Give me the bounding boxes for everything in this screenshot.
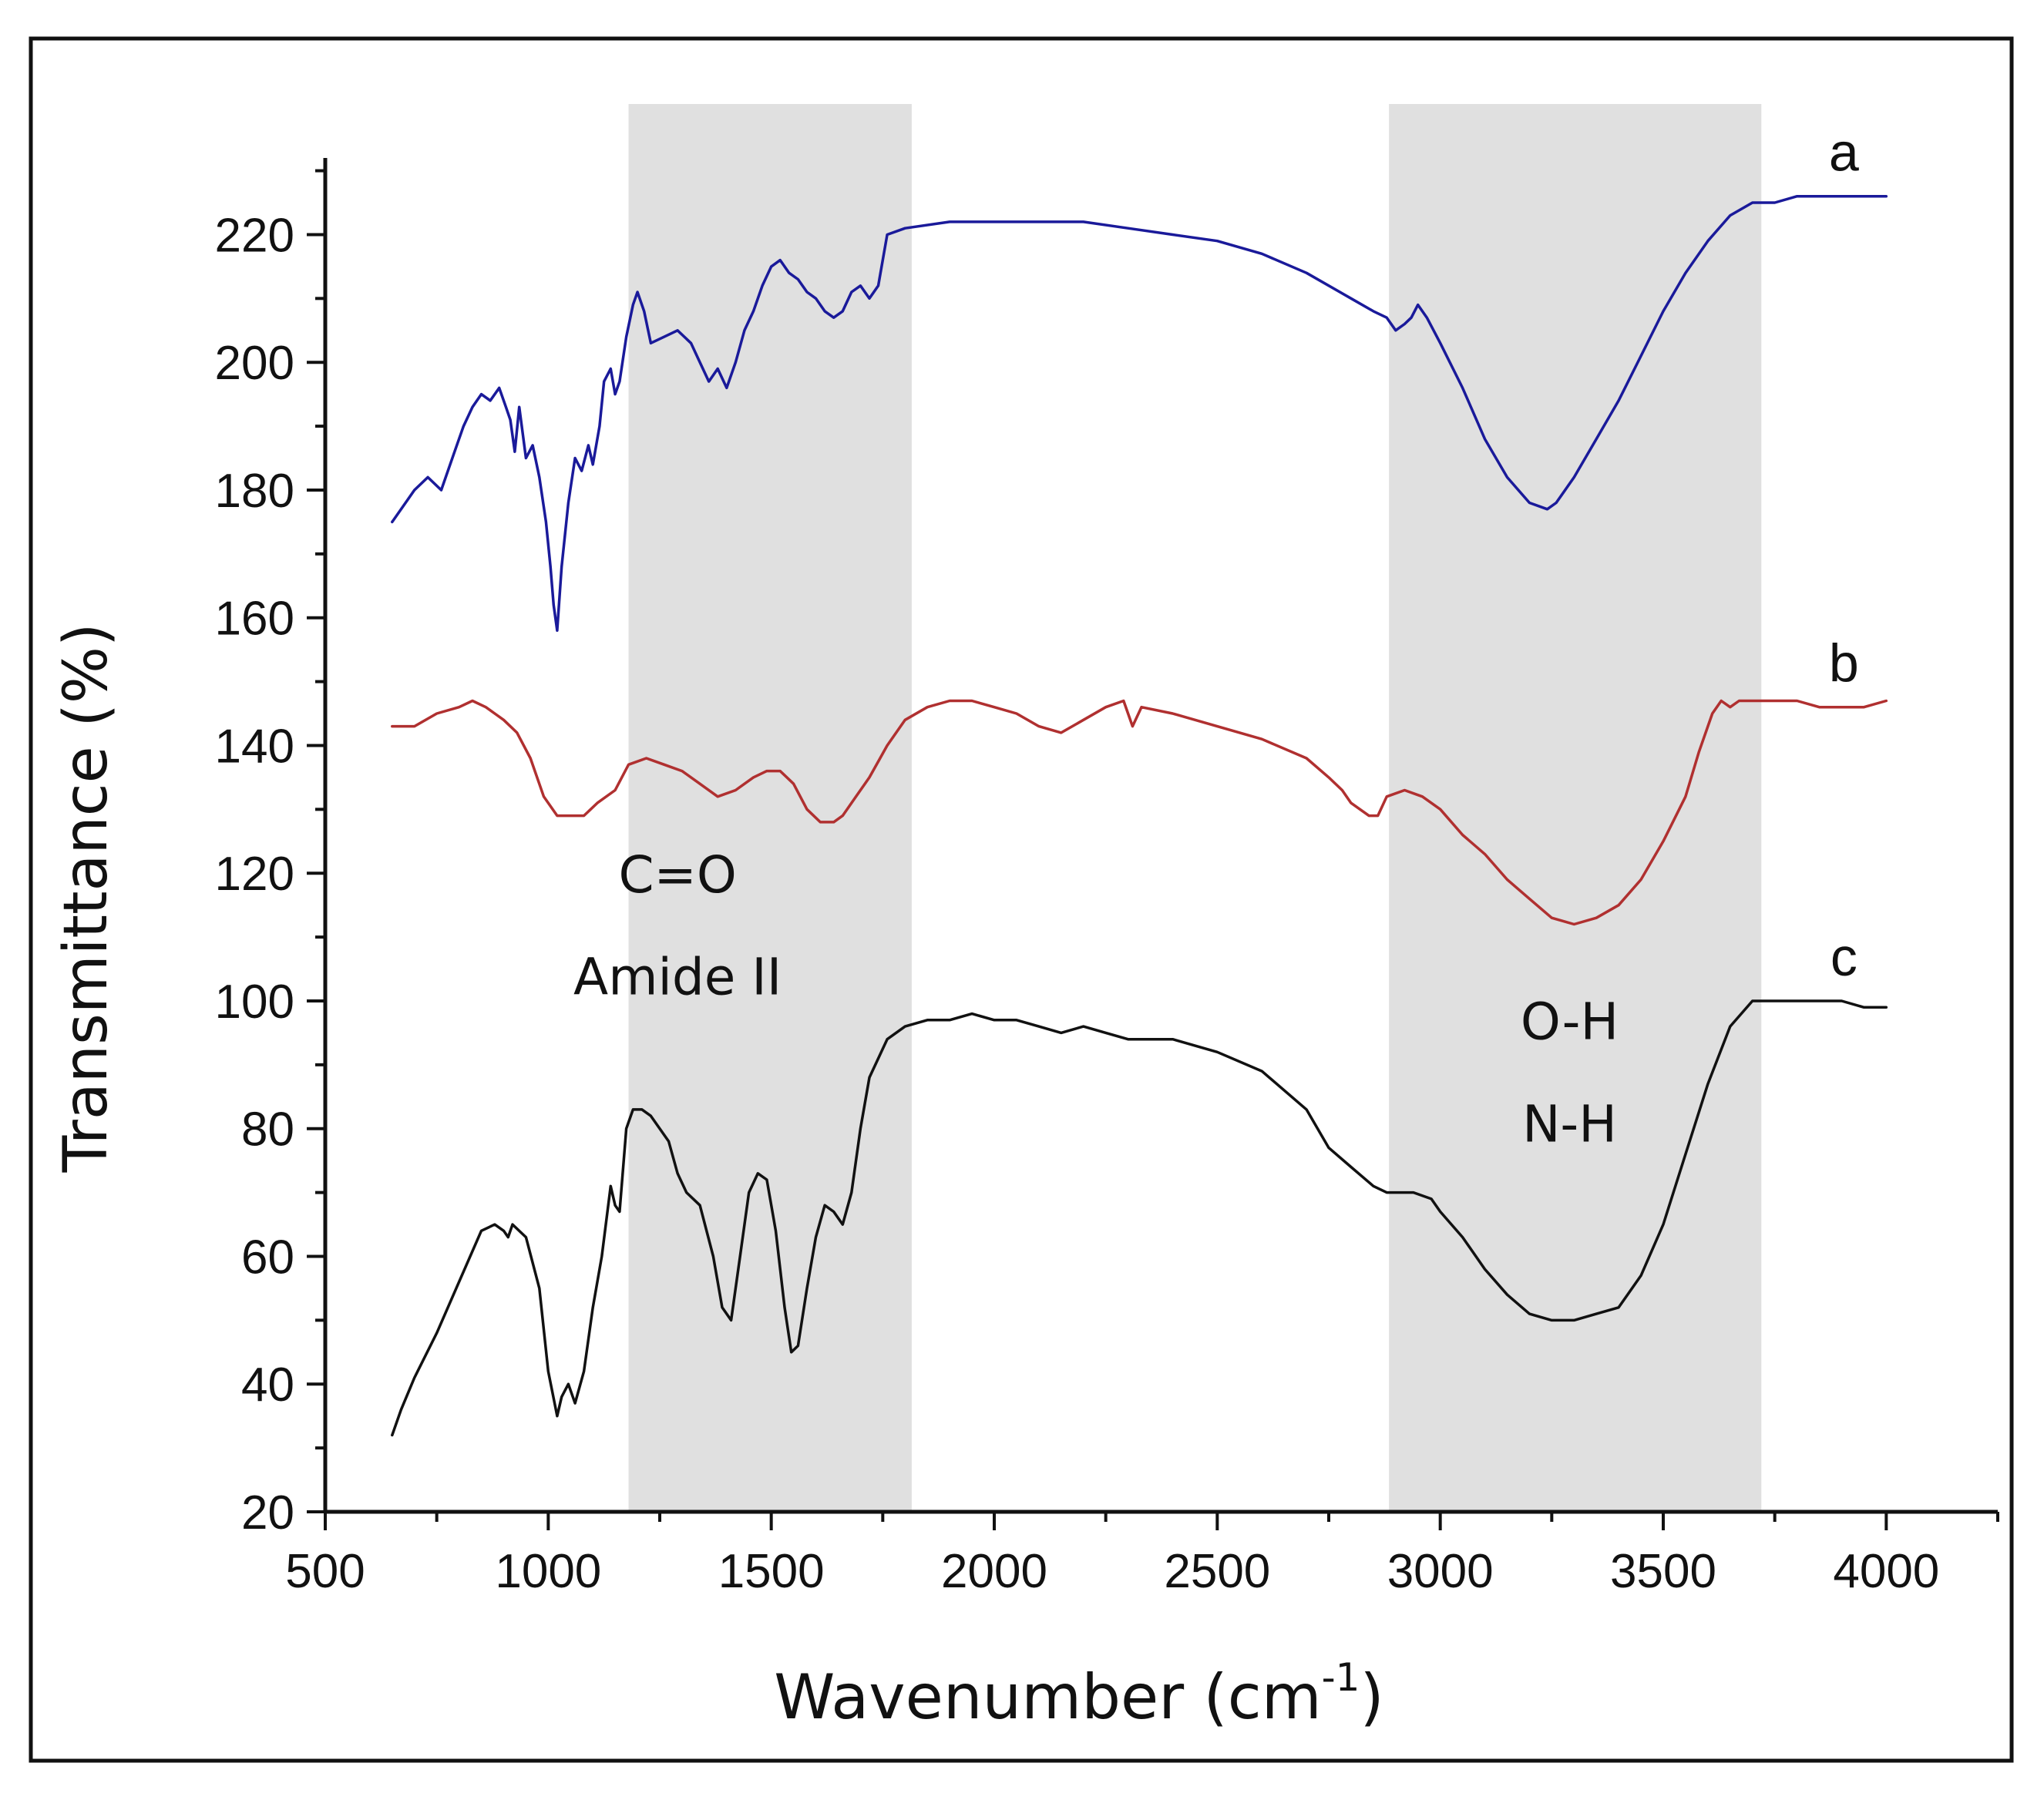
series-b-line <box>391 699 1888 926</box>
x-axis-label-main: Wavenumber (cm <box>774 1661 1321 1733</box>
series-a-label: a <box>1829 123 1859 183</box>
x-tick-label: 1500 <box>718 1545 825 1598</box>
series-b-label: b <box>1829 633 1859 693</box>
y-tick-label: 160 <box>215 593 294 646</box>
x-axis-label-superscript: -1 <box>1322 1655 1360 1700</box>
x-axis-label: Wavenumber (cm-1) <box>774 1655 1383 1733</box>
y-tick-label: 200 <box>215 337 294 390</box>
y-tick-label: 20 <box>241 1486 294 1540</box>
x-tick-label: 1000 <box>495 1545 601 1598</box>
y-tick-label: 120 <box>215 848 294 901</box>
x-tick-label: 3500 <box>1610 1545 1716 1598</box>
y-axis-label: Transmittance (%) <box>52 623 121 1174</box>
x-tick-label: 500 <box>285 1545 365 1598</box>
y-tick-label: 60 <box>241 1231 294 1284</box>
labels: a b c C=O Amide II O-H N-H <box>573 123 1859 1154</box>
x-tick-label: 2500 <box>1164 1545 1270 1598</box>
y-tick-label: 80 <box>241 1103 294 1157</box>
annotation: Amide II <box>573 948 782 1007</box>
series-a-line <box>391 194 1888 633</box>
shaded-region-1 <box>628 104 912 1512</box>
series-layer <box>391 194 1888 1437</box>
axes: 20 40 60 80 100 120 140 160 180 200 220 500 1000 1500… <box>215 158 1999 1598</box>
annotation: N-H <box>1522 1094 1617 1154</box>
annotation: C=O <box>618 845 736 905</box>
x-tick-label: 2000 <box>941 1545 1047 1598</box>
y-tick-label: 220 <box>215 209 294 262</box>
annotation: O-H <box>1521 992 1619 1052</box>
series-c-line <box>391 999 1888 1437</box>
series-c-label: c <box>1831 927 1857 987</box>
x-tick-label: 4000 <box>1833 1545 1939 1598</box>
y-tick-label: 180 <box>215 465 294 518</box>
y-tick-label: 140 <box>215 720 294 773</box>
x-tick-label: 3000 <box>1387 1545 1494 1598</box>
y-tick-label: 40 <box>241 1358 294 1412</box>
shaded-region-2 <box>1389 104 1762 1512</box>
y-tick-label: 100 <box>215 976 294 1029</box>
shaded-regions <box>628 104 1762 1512</box>
x-axis-label-close: ) <box>1360 1661 1384 1733</box>
